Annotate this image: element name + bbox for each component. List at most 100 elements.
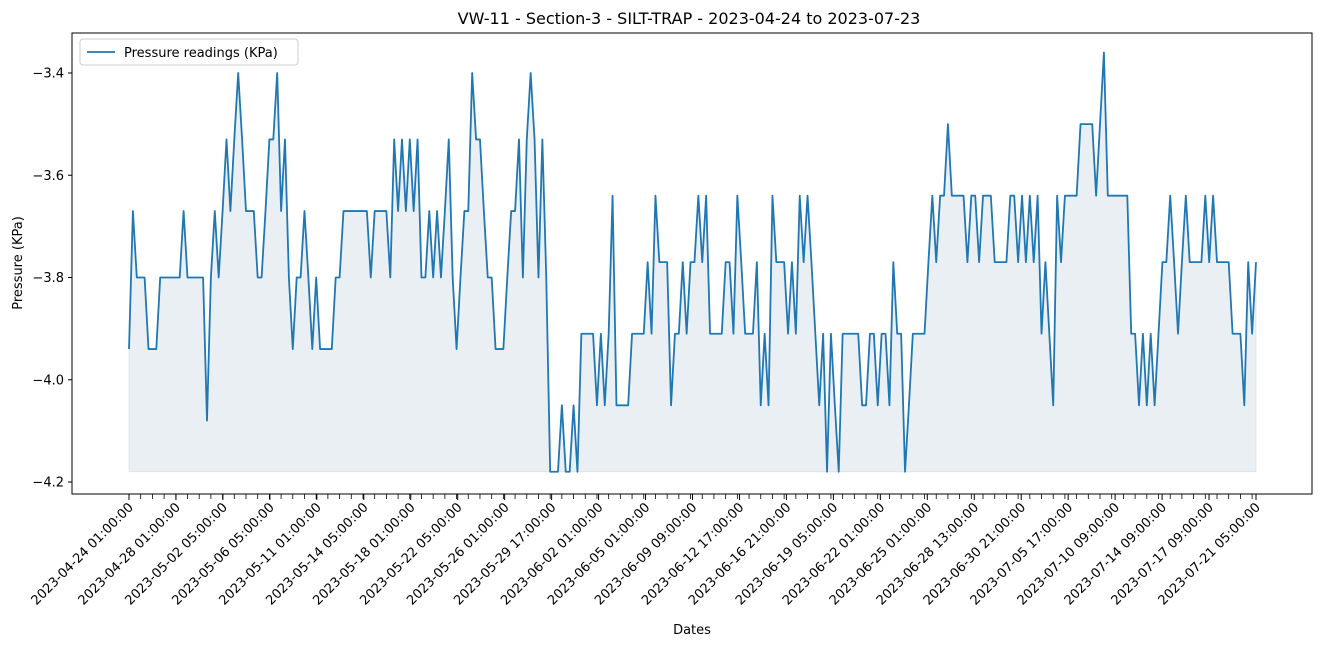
data-point bbox=[955, 195, 957, 197]
data-point bbox=[1025, 261, 1027, 263]
data-point bbox=[561, 404, 563, 406]
data-point bbox=[1158, 333, 1160, 335]
data-point bbox=[612, 195, 614, 197]
data-point bbox=[705, 195, 707, 197]
data-point bbox=[370, 277, 372, 279]
data-point bbox=[487, 277, 489, 279]
data-point bbox=[779, 261, 781, 263]
data-point bbox=[233, 138, 235, 140]
data-point bbox=[467, 210, 469, 212]
data-point bbox=[303, 210, 305, 212]
data-point bbox=[1013, 195, 1015, 197]
data-point bbox=[284, 138, 286, 140]
data-point bbox=[1150, 333, 1152, 335]
data-point bbox=[1029, 195, 1031, 197]
data-point bbox=[436, 210, 438, 212]
data-point bbox=[288, 277, 290, 279]
data-point bbox=[725, 261, 727, 263]
data-point bbox=[963, 195, 965, 197]
data-point bbox=[803, 261, 805, 263]
data-point bbox=[163, 277, 165, 279]
data-point bbox=[1037, 195, 1039, 197]
data-point bbox=[615, 404, 617, 406]
data-point bbox=[136, 277, 138, 279]
data-point bbox=[1243, 404, 1245, 406]
data-point bbox=[674, 333, 676, 335]
data-point bbox=[206, 420, 208, 422]
data-point bbox=[132, 210, 134, 212]
legend-label: Pressure readings (KPa) bbox=[124, 46, 278, 61]
data-point bbox=[432, 277, 434, 279]
data-point bbox=[183, 210, 185, 212]
data-point bbox=[1177, 333, 1179, 335]
data-point bbox=[409, 138, 411, 140]
data-point bbox=[713, 333, 715, 335]
data-point bbox=[732, 333, 734, 335]
data-point bbox=[1247, 261, 1249, 263]
data-point bbox=[420, 277, 422, 279]
data-point bbox=[350, 210, 352, 212]
data-point bbox=[635, 333, 637, 335]
data-point bbox=[1052, 404, 1054, 406]
data-point bbox=[580, 333, 582, 335]
data-point bbox=[1056, 195, 1058, 197]
data-point bbox=[1239, 333, 1241, 335]
data-point bbox=[311, 348, 313, 350]
data-point bbox=[471, 72, 473, 74]
data-point bbox=[1189, 261, 1191, 263]
data-point bbox=[456, 348, 458, 350]
data-point bbox=[393, 138, 395, 140]
data-point bbox=[736, 195, 738, 197]
data-point bbox=[557, 471, 559, 473]
data-point bbox=[327, 348, 329, 350]
data-point bbox=[943, 195, 945, 197]
data-point bbox=[814, 333, 816, 335]
data-point bbox=[167, 277, 169, 279]
data-point bbox=[951, 195, 953, 197]
data-point bbox=[1216, 261, 1218, 263]
data-point bbox=[448, 138, 450, 140]
data-point bbox=[588, 333, 590, 335]
data-point bbox=[1161, 261, 1163, 263]
data-point bbox=[896, 333, 898, 335]
data-point bbox=[795, 333, 797, 335]
data-point bbox=[1138, 404, 1140, 406]
data-point bbox=[818, 404, 820, 406]
data-point bbox=[935, 261, 937, 263]
data-point bbox=[1255, 261, 1257, 263]
data-point bbox=[257, 277, 259, 279]
data-point bbox=[939, 195, 941, 197]
data-point bbox=[885, 333, 887, 335]
data-point bbox=[573, 404, 575, 406]
data-point bbox=[717, 333, 719, 335]
data-point bbox=[1107, 195, 1109, 197]
data-point bbox=[358, 210, 360, 212]
data-point bbox=[810, 261, 812, 263]
data-point bbox=[892, 261, 894, 263]
data-point bbox=[631, 333, 633, 335]
data-point bbox=[1208, 261, 1210, 263]
data-point bbox=[1212, 195, 1214, 197]
data-point bbox=[1033, 261, 1035, 263]
data-point bbox=[261, 277, 263, 279]
data-point bbox=[417, 138, 419, 140]
data-point bbox=[1220, 261, 1222, 263]
data-point bbox=[947, 123, 949, 125]
y-tick-label: −3.8 bbox=[32, 271, 64, 286]
data-point bbox=[1072, 195, 1074, 197]
y-axis: −4.2 −4.0 −3.8 −3.6 −3.4 bbox=[32, 67, 72, 491]
data-point bbox=[1087, 123, 1089, 125]
data-point bbox=[1142, 333, 1144, 335]
data-point bbox=[1080, 123, 1082, 125]
data-point bbox=[553, 471, 555, 473]
data-point bbox=[627, 404, 629, 406]
data-point bbox=[276, 72, 278, 74]
data-point bbox=[592, 333, 594, 335]
data-point bbox=[916, 333, 918, 335]
data-point bbox=[744, 333, 746, 335]
data-point bbox=[974, 195, 976, 197]
data-point bbox=[959, 195, 961, 197]
data-point bbox=[651, 333, 653, 335]
data-point bbox=[834, 404, 836, 406]
